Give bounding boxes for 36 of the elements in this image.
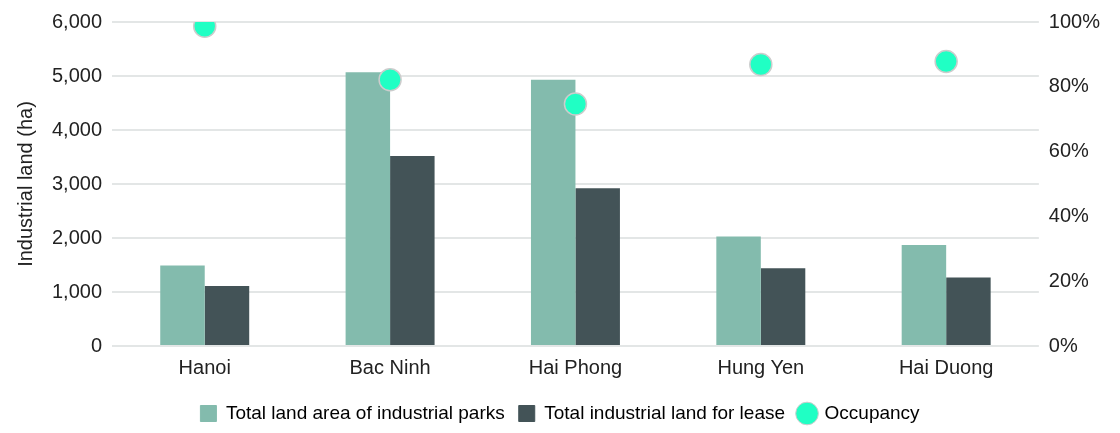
y-tick-label: 4,000 xyxy=(51,117,103,140)
point xyxy=(934,49,958,74)
legend-label: Occupancy xyxy=(824,401,921,423)
x-tick-label: Hanoi xyxy=(178,355,231,378)
y-tick-label: 3,000 xyxy=(51,171,103,194)
y2-tick-label: 20% xyxy=(1048,268,1090,291)
y2-tick-label: 60% xyxy=(1048,139,1090,162)
y-tick-label: 1,000 xyxy=(51,279,103,302)
y2-tick-label: 0% xyxy=(1048,333,1078,356)
bar xyxy=(716,236,761,345)
point xyxy=(749,52,773,77)
y-tick-label: 0 xyxy=(90,333,103,356)
y-tick-label: 6,000 xyxy=(51,9,103,32)
x-tick-label: Hung Yen xyxy=(717,355,805,378)
bar xyxy=(204,286,250,345)
bar xyxy=(160,265,205,345)
x-tick-label: Hai Duong xyxy=(898,355,994,378)
bar xyxy=(760,268,806,345)
point xyxy=(378,67,402,92)
y-axis-title: Industrial land (ha) xyxy=(13,101,36,267)
bar xyxy=(575,188,620,345)
x-tick-label: Hai Phong xyxy=(528,355,623,378)
y2-tick-label: 80% xyxy=(1048,74,1090,97)
y-tick-label: 2,000 xyxy=(51,225,103,248)
y2-tick-label: 100% xyxy=(1048,9,1101,32)
y2-tick-label: 40% xyxy=(1048,203,1090,226)
bar xyxy=(530,79,576,345)
legend-label: Total land area of industrial parks xyxy=(225,401,505,423)
bar xyxy=(390,155,435,345)
bar xyxy=(345,72,391,345)
bar xyxy=(901,245,947,345)
bar xyxy=(946,277,991,345)
x-tick-label: Bac Ninh xyxy=(349,355,431,378)
legend-label: Total industrial land for lease xyxy=(544,401,786,423)
y-tick-label: 5,000 xyxy=(51,63,103,86)
point xyxy=(563,92,588,116)
